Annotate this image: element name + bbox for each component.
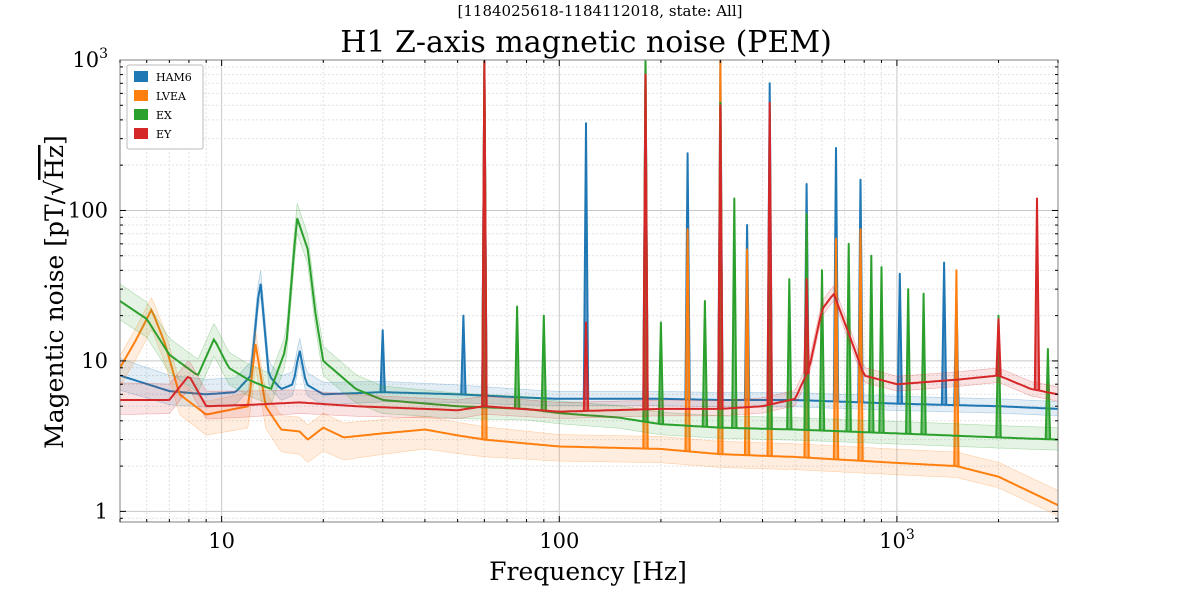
- series-ey: [120, 60, 1058, 420]
- series-peak: [717, 104, 724, 409]
- series-peak: [642, 73, 649, 410]
- axis-ticks: 10 100 103 1 10 100 103: [68, 46, 1059, 553]
- y-axis-label: Magentic noise [pT/√Hz]: [40, 135, 69, 449]
- series-peak: [766, 101, 773, 405]
- series-peak: [481, 60, 488, 407]
- y-tick-label: 103: [72, 46, 108, 72]
- svg-text:Magentic noise [pT/√Hz]: Magentic noise [pT/√Hz]: [40, 135, 69, 449]
- sqrt-symbol: √: [40, 180, 69, 196]
- chart-subtitle: [1184025618-1184112018, state: All]: [458, 2, 743, 20]
- series-peak: [832, 237, 840, 460]
- legend-swatch-ex: [134, 109, 148, 120]
- legend-swatch-lvea: [134, 90, 148, 101]
- series-peak: [1033, 197, 1041, 391]
- series-layer: [120, 60, 1058, 517]
- series-band: [120, 296, 1058, 517]
- series-peak: [582, 321, 590, 411]
- x-tick-label: 10: [208, 529, 235, 553]
- x-tick-label: 100: [539, 529, 579, 553]
- x-tick-label: 103: [879, 527, 915, 553]
- series-peak: [379, 329, 386, 393]
- series-band: [120, 270, 1058, 417]
- series-peak: [857, 228, 864, 461]
- y-tick-label: 100: [68, 198, 108, 222]
- series-peak: [953, 269, 960, 467]
- y-axis-label-prefix: Magentic noise [pT/: [40, 195, 69, 449]
- chart-title: H1 Z-axis magnetic noise (PEM): [340, 25, 832, 60]
- series-peak: [684, 228, 691, 452]
- plot-frame: [119, 59, 1059, 523]
- x-axis-label: Frequency [Hz]: [489, 557, 687, 586]
- legend-label-ham6: HAM6: [156, 71, 192, 84]
- legend: HAM6 LVEA EX EY: [126, 64, 204, 150]
- legend-label-ex: EX: [156, 109, 172, 122]
- series-peak: [731, 197, 738, 429]
- series-peak: [868, 254, 875, 433]
- y-tick-label: 10: [81, 349, 108, 373]
- legend-label-ey: EY: [156, 128, 172, 141]
- series-line: [120, 217, 1058, 441]
- series-peak: [701, 300, 709, 427]
- y-axis-label-radicand: Hz: [40, 145, 69, 180]
- series-peak: [743, 248, 751, 456]
- series-line: [120, 307, 1058, 507]
- series-peak: [513, 305, 521, 409]
- legend-label-lvea: LVEA: [156, 90, 187, 103]
- series-peak: [818, 269, 826, 431]
- legend-swatch-ham6: [134, 71, 148, 82]
- series-peak: [920, 292, 927, 435]
- series-peak: [845, 242, 852, 432]
- series-peak: [878, 266, 885, 433]
- plot-area: [120, 60, 1058, 522]
- series-peak: [905, 288, 912, 434]
- series-peak: [786, 278, 793, 430]
- legend-swatch-ey: [134, 128, 148, 139]
- series-peak: [1044, 348, 1052, 440]
- series-peak: [460, 314, 467, 395]
- series-line: [120, 283, 1058, 410]
- y-tick-label: 1: [95, 499, 108, 523]
- series-peak: [803, 278, 810, 374]
- series-peak: [540, 314, 547, 412]
- y-axis-label-suffix: ]: [40, 135, 69, 145]
- series-peak: [995, 318, 1002, 376]
- series-peak: [657, 321, 665, 425]
- series-peak: [940, 261, 948, 405]
- series-peak: [896, 272, 903, 404]
